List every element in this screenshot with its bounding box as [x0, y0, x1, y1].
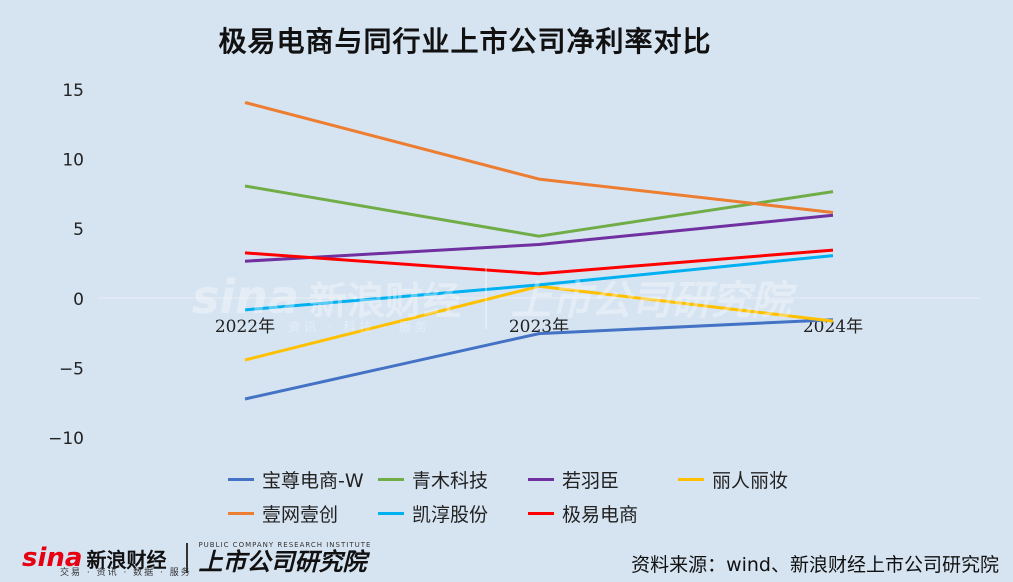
institute-name: 上市公司研究院 [198, 548, 367, 576]
footer-logo: sina 新浪财经 交易 · 资讯 · 数据 · 服务 PUBLIC COMPA… [22, 538, 371, 578]
series-line [244, 254, 834, 312]
logo-divider [186, 543, 189, 573]
sina-name: 新浪财经 [86, 547, 167, 572]
legend-swatch [228, 511, 254, 515]
legend-swatch [528, 511, 554, 515]
chart-title: 极易电商与同行业上市公司净利率对比 [218, 25, 712, 58]
legend-label: 若羽臣 [562, 469, 620, 492]
y-tick-label: 5 [73, 220, 84, 240]
institute-logo: PUBLIC COMPANY RESEARCH INSTITUTE 上市公司研究… [198, 541, 371, 575]
source-note: 资料来源：wind、新浪财经上市公司研究院 [631, 554, 999, 576]
legend-item: 若羽臣 [528, 466, 678, 492]
legend-item: 极易电商 [528, 500, 678, 526]
legend-label: 宝尊电商-W [262, 469, 364, 492]
legend-swatch [528, 477, 554, 481]
series-line [244, 101, 834, 214]
series-lines [244, 101, 834, 401]
legend-label: 极易电商 [562, 503, 639, 526]
y-tick-label: 10 [62, 151, 84, 171]
x-category-label: 2022年 [215, 317, 275, 337]
x-category-label: 2024年 [803, 317, 863, 337]
sina-logo-icon: sina [22, 543, 83, 573]
legend-swatch [678, 477, 704, 481]
legend-label: 青木科技 [412, 469, 489, 492]
y-tick-label: 15 [62, 81, 84, 101]
institute-english: PUBLIC COMPANY RESEARCH INSTITUTE [198, 541, 372, 549]
legend-item: 丽人丽妆 [678, 466, 828, 492]
legend-label: 丽人丽妆 [712, 469, 789, 492]
legend-item: 凯淳股份 [378, 500, 528, 526]
y-tick-label: 0 [73, 290, 84, 310]
chart-legend: 宝尊电商-W 青木科技 若羽臣 丽人丽妆壹网壹创 凯淳股份 极易电商 [228, 466, 828, 526]
series-line [244, 213, 834, 263]
legend-swatch [228, 477, 254, 481]
legend-swatch [378, 511, 404, 515]
x-axis-categories: 2022年 2023年 2024年 [215, 317, 863, 337]
legend-label: 凯淳股份 [412, 503, 489, 526]
series-line [244, 248, 834, 276]
y-axis-ticks: 15 10 5 0 −5 −10 [48, 81, 84, 449]
legend-label: 壹网壹创 [262, 503, 339, 526]
legend-item: 宝尊电商-W [228, 466, 378, 492]
legend-item: 青木科技 [378, 466, 528, 492]
line-chart: 15 10 5 0 −5 −10 2022年 2023年 2024年 [48, 81, 980, 449]
series-line [244, 184, 834, 238]
legend-item: 壹网壹创 [228, 500, 378, 526]
legend-swatch [378, 477, 404, 481]
series-line [244, 318, 834, 401]
y-tick-label: −5 [59, 359, 84, 379]
sina-subtitle: 交易 · 资讯 · 数据 · 服务 [60, 568, 192, 578]
y-tick-label: −10 [48, 429, 84, 449]
